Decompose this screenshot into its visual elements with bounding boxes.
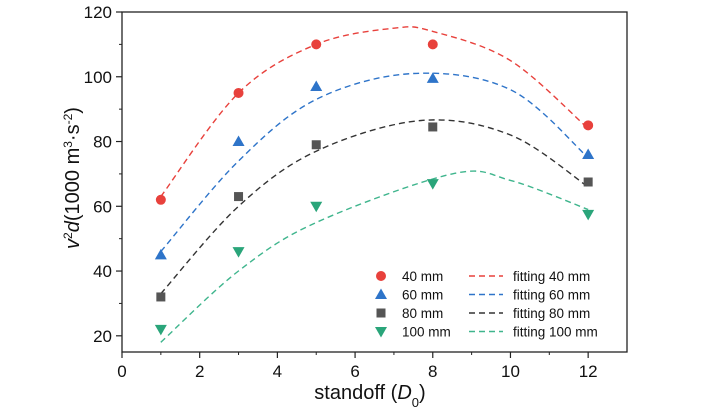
plot-border <box>121 11 628 353</box>
data-point-series-1 <box>233 87 244 98</box>
x-tick-label: 2 <box>195 362 204 381</box>
data-point-series-1 <box>583 120 594 131</box>
y-tick-label: 20 <box>93 327 112 346</box>
legend-label-4: 100 mm <box>402 325 451 340</box>
data-point-series-4 <box>154 324 167 336</box>
data-point-series-2 <box>426 72 439 83</box>
fit-line-1 <box>160 26 589 198</box>
legend-marker-2 <box>375 288 387 299</box>
x-tick-label: 4 <box>273 362 282 381</box>
fit-line-4 <box>160 170 589 343</box>
legend-fit-label-2: fitting 60 mm <box>513 288 590 303</box>
data-point-series-2 <box>310 80 323 91</box>
legend: 40 mm 60 mm 80 mm 100 mm fitting 40 mm fittin… <box>375 269 598 340</box>
data-point-series-2 <box>232 135 245 147</box>
data-point-series-1 <box>427 39 438 50</box>
legend-fit-label-1: fitting 40 mm <box>513 269 590 284</box>
fit-line-3 <box>160 119 589 295</box>
data-point-series-2 <box>582 148 595 159</box>
data-point-series-3 <box>583 177 593 187</box>
legend-marker-1 <box>376 271 386 281</box>
fit-line-2 <box>160 72 589 253</box>
data-point-series-1 <box>155 194 166 205</box>
x-tick-label: 8 <box>428 362 437 381</box>
y-tick-label: 60 <box>93 197 112 216</box>
x-tick-label: 12 <box>579 362 598 381</box>
data-markers <box>154 39 595 336</box>
data-point-series-3 <box>156 292 166 302</box>
data-point-series-3 <box>234 192 244 202</box>
legend-marker-3 <box>376 308 386 318</box>
data-point-series-1 <box>311 39 322 50</box>
data-point-series-4 <box>232 247 245 258</box>
legend-label-2: 60 mm <box>402 288 443 303</box>
y-tick-label: 80 <box>93 133 112 152</box>
legend-label-1: 40 mm <box>402 269 443 284</box>
x-tick-label: 0 <box>117 362 126 381</box>
legend-fit-label-3: fitting 80 mm <box>513 306 590 321</box>
data-point-series-4 <box>426 179 439 190</box>
y-tick-label: 100 <box>84 68 112 87</box>
plot-frame <box>121 11 628 353</box>
y-tick-label: 40 <box>93 262 112 281</box>
data-point-series-2 <box>154 248 167 260</box>
x-tick-label: 6 <box>350 362 359 381</box>
x-tick-label: 10 <box>501 362 520 381</box>
axis-ticks: 0 2 4 6 8 10 12 20 40 60 80 100 120 <box>84 3 598 381</box>
x-axis-title: standoff (D0) <box>314 382 425 407</box>
data-point-series-4 <box>310 201 323 213</box>
y-axis-title: v2d(1000 m3·s-2) <box>61 107 84 249</box>
legend-marker-4 <box>375 327 387 338</box>
data-point-series-4 <box>582 209 595 221</box>
fit-lines <box>160 26 589 343</box>
legend-label-3: 80 mm <box>402 306 443 321</box>
data-point-series-3 <box>311 140 321 150</box>
data-point-series-3 <box>428 122 438 132</box>
legend-fit-label-4: fitting 100 mm <box>513 325 598 340</box>
y-tick-label: 120 <box>84 3 112 22</box>
